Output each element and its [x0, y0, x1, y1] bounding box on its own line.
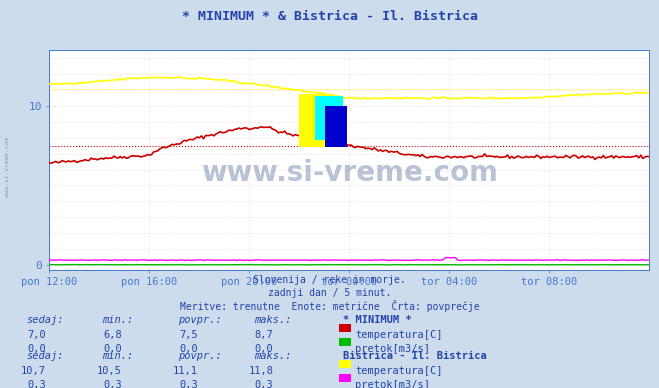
Text: povpr.:: povpr.:: [178, 351, 221, 361]
Text: www.si-vreme.com: www.si-vreme.com: [201, 159, 498, 187]
Text: * MINIMUM * & Bistrica - Il. Bistrica: * MINIMUM * & Bistrica - Il. Bistrica: [181, 10, 478, 23]
Text: * MINIMUM *: * MINIMUM *: [343, 315, 411, 325]
Text: 0,0: 0,0: [179, 344, 198, 354]
Text: temperatura[C]: temperatura[C]: [355, 366, 443, 376]
Text: maks.:: maks.:: [254, 315, 291, 325]
Text: zadnji dan / 5 minut.: zadnji dan / 5 minut.: [268, 288, 391, 298]
Text: temperatura[C]: temperatura[C]: [355, 330, 443, 340]
Text: 7,5: 7,5: [179, 330, 198, 340]
Text: 8,7: 8,7: [255, 330, 273, 340]
Text: 0,0: 0,0: [28, 344, 46, 354]
Text: 11,8: 11,8: [248, 366, 273, 376]
Bar: [316, 96, 343, 140]
Text: min.:: min.:: [102, 315, 133, 325]
Text: Bistrica - Il. Bistrica: Bistrica - Il. Bistrica: [343, 351, 486, 361]
Text: 10,5: 10,5: [97, 366, 122, 376]
Text: 6,8: 6,8: [103, 330, 122, 340]
Text: sedaj:: sedaj:: [26, 351, 64, 361]
Bar: [299, 94, 333, 147]
Text: pretok[m3/s]: pretok[m3/s]: [355, 344, 430, 354]
Text: 7,0: 7,0: [28, 330, 46, 340]
Text: 0,0: 0,0: [255, 344, 273, 354]
Text: maks.:: maks.:: [254, 351, 291, 361]
Text: 0,3: 0,3: [28, 380, 46, 388]
Text: sedaj:: sedaj:: [26, 315, 64, 325]
Text: Meritve: trenutne  Enote: metrične  Črta: povprečje: Meritve: trenutne Enote: metrične Črta: …: [180, 300, 479, 312]
Text: 10,7: 10,7: [21, 366, 46, 376]
Text: 0,3: 0,3: [255, 380, 273, 388]
Text: povpr.:: povpr.:: [178, 315, 221, 325]
Text: 0,0: 0,0: [103, 344, 122, 354]
Text: min.:: min.:: [102, 351, 133, 361]
Bar: [325, 106, 347, 147]
Text: www.si-vreme.com: www.si-vreme.com: [5, 137, 11, 197]
Text: Slovenija / reke in morje.: Slovenija / reke in morje.: [253, 275, 406, 285]
Text: 0,3: 0,3: [103, 380, 122, 388]
Text: 11,1: 11,1: [173, 366, 198, 376]
Text: pretok[m3/s]: pretok[m3/s]: [355, 380, 430, 388]
Text: 0,3: 0,3: [179, 380, 198, 388]
